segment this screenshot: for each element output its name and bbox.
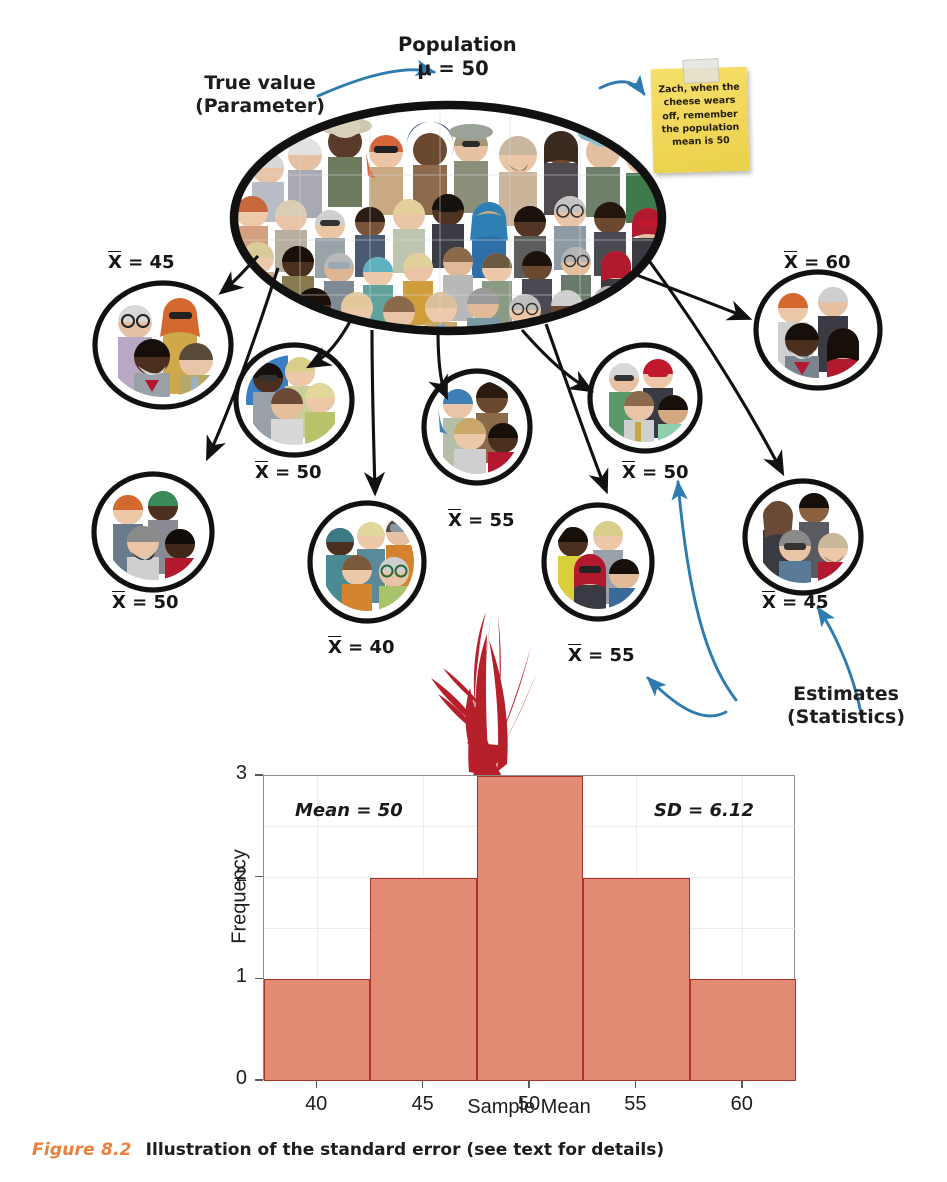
- x-axis-title: Sample Mean: [467, 1096, 591, 1118]
- xbar-symbol-8: X: [568, 644, 582, 666]
- arrow-estimates-to-mean55: [646, 676, 728, 718]
- x-tick-label-40: 40: [305, 1093, 328, 1115]
- population-ellipse: [229, 100, 667, 336]
- sample-bubble-7: [307, 500, 427, 624]
- sample-label-7: X = 40: [328, 636, 395, 658]
- plot-area: [263, 775, 796, 1081]
- estimates-line2: (Statistics): [786, 706, 906, 729]
- sample-bubble-5: [753, 269, 883, 391]
- xbar-value-8: = 55: [581, 645, 635, 666]
- sample-bubble-3: [421, 368, 533, 486]
- sample-bubble-8: [541, 502, 655, 622]
- xbar-value-2: = 50: [268, 462, 322, 483]
- sd-annotation: SD = 6.12: [654, 800, 754, 821]
- population-title: Population: [398, 33, 517, 56]
- xbar-symbol-9: X: [762, 591, 776, 613]
- x-tick-mark-60: [741, 1080, 743, 1088]
- y-tick-label-2: 2: [235, 863, 247, 886]
- sample-label-5: X = 60: [784, 251, 851, 273]
- sample-label-2: X = 50: [255, 461, 322, 483]
- y-tick-mark-0: [255, 1079, 263, 1081]
- true-value-line1: True value: [204, 72, 316, 94]
- sampling-arrows: [206, 254, 785, 497]
- x-tick-label-60: 60: [730, 1093, 753, 1115]
- arrow-estimates-to-mean50: [671, 479, 738, 702]
- figure-number: Figure 8.2: [32, 1140, 132, 1160]
- xbar-value-4: = 50: [635, 462, 689, 483]
- xbar-symbol-2: X: [255, 461, 269, 483]
- xbar-symbol-7: X: [328, 636, 342, 658]
- x-tick-mark-40: [315, 1080, 317, 1088]
- sample-outlines: [91, 269, 883, 624]
- y-tick-label-3: 3: [235, 762, 247, 784]
- y-tick-label-0: 0: [235, 1067, 247, 1089]
- arrow-population-to-note: [598, 74, 646, 96]
- xbar-value-6: = 50: [125, 592, 179, 613]
- sample-label-3: X = 55: [448, 509, 515, 531]
- true-value-line2: (Parameter): [195, 95, 325, 118]
- xbar-value-5: = 60: [797, 252, 851, 273]
- xbar-value-3: = 55: [461, 510, 515, 531]
- histogram-bar-50: [476, 776, 584, 1081]
- mean-annotation: Mean = 50: [295, 800, 403, 821]
- estimates-line1: Estimates: [793, 683, 899, 705]
- red-brush-arrow: [431, 612, 537, 784]
- xbar-symbol-1: X: [108, 251, 122, 273]
- histogram-bar-40: [264, 979, 371, 1081]
- xbar-value-7: = 40: [341, 637, 395, 658]
- y-tick-mark-2: [255, 875, 263, 878]
- xbar-symbol-4: X: [622, 461, 636, 483]
- annotation-arrows: [316, 60, 864, 722]
- sample-bubble-6: [91, 471, 215, 593]
- sample-label-6: X = 50: [112, 591, 179, 613]
- true-value-label: True value (Parameter): [185, 72, 335, 118]
- histogram-bar-60: [689, 979, 796, 1081]
- x-tick-label-50: 50: [517, 1093, 541, 1115]
- sample-bubble-9: [742, 478, 864, 596]
- y-axis-title: Frequency: [228, 849, 251, 944]
- xbar-symbol-5: X: [784, 251, 798, 273]
- xbar-symbol-6: X: [112, 591, 126, 613]
- figure-caption-text: Illustration of the standard error (see …: [145, 1140, 665, 1160]
- sample-label-8: X = 55: [568, 644, 635, 666]
- sample-bubble-1: [92, 280, 234, 410]
- y-tick-label-1: 1: [235, 965, 247, 988]
- arrow-truevalue-to-population: [316, 60, 437, 98]
- histogram-bar-45: [370, 877, 477, 1081]
- y-tick-mark-3: [255, 774, 263, 776]
- arrow-estimates-to-mean45: [816, 606, 864, 722]
- sample-label-4: X = 50: [622, 461, 689, 483]
- x-tick-label-55: 55: [624, 1093, 647, 1115]
- sample-bubble-2: [233, 342, 355, 458]
- y-tick-mark-1: [255, 977, 263, 980]
- sample-label-1: X = 45: [108, 251, 175, 273]
- x-tick-mark-55: [634, 1080, 637, 1088]
- x-tick-label-45: 45: [411, 1093, 434, 1115]
- sample-bubble-4: [587, 342, 703, 454]
- xbar-value-1: = 45: [121, 252, 175, 273]
- x-tick-mark-50: [528, 1080, 530, 1088]
- xbar-symbol-3: X: [448, 509, 462, 531]
- estimates-label: Estimates (Statistics): [776, 683, 916, 729]
- histogram-bar-55: [583, 877, 690, 1081]
- figure-caption: Figure 8.2 Illustration of the standard e…: [32, 1140, 664, 1160]
- x-tick-mark-45: [421, 1080, 424, 1088]
